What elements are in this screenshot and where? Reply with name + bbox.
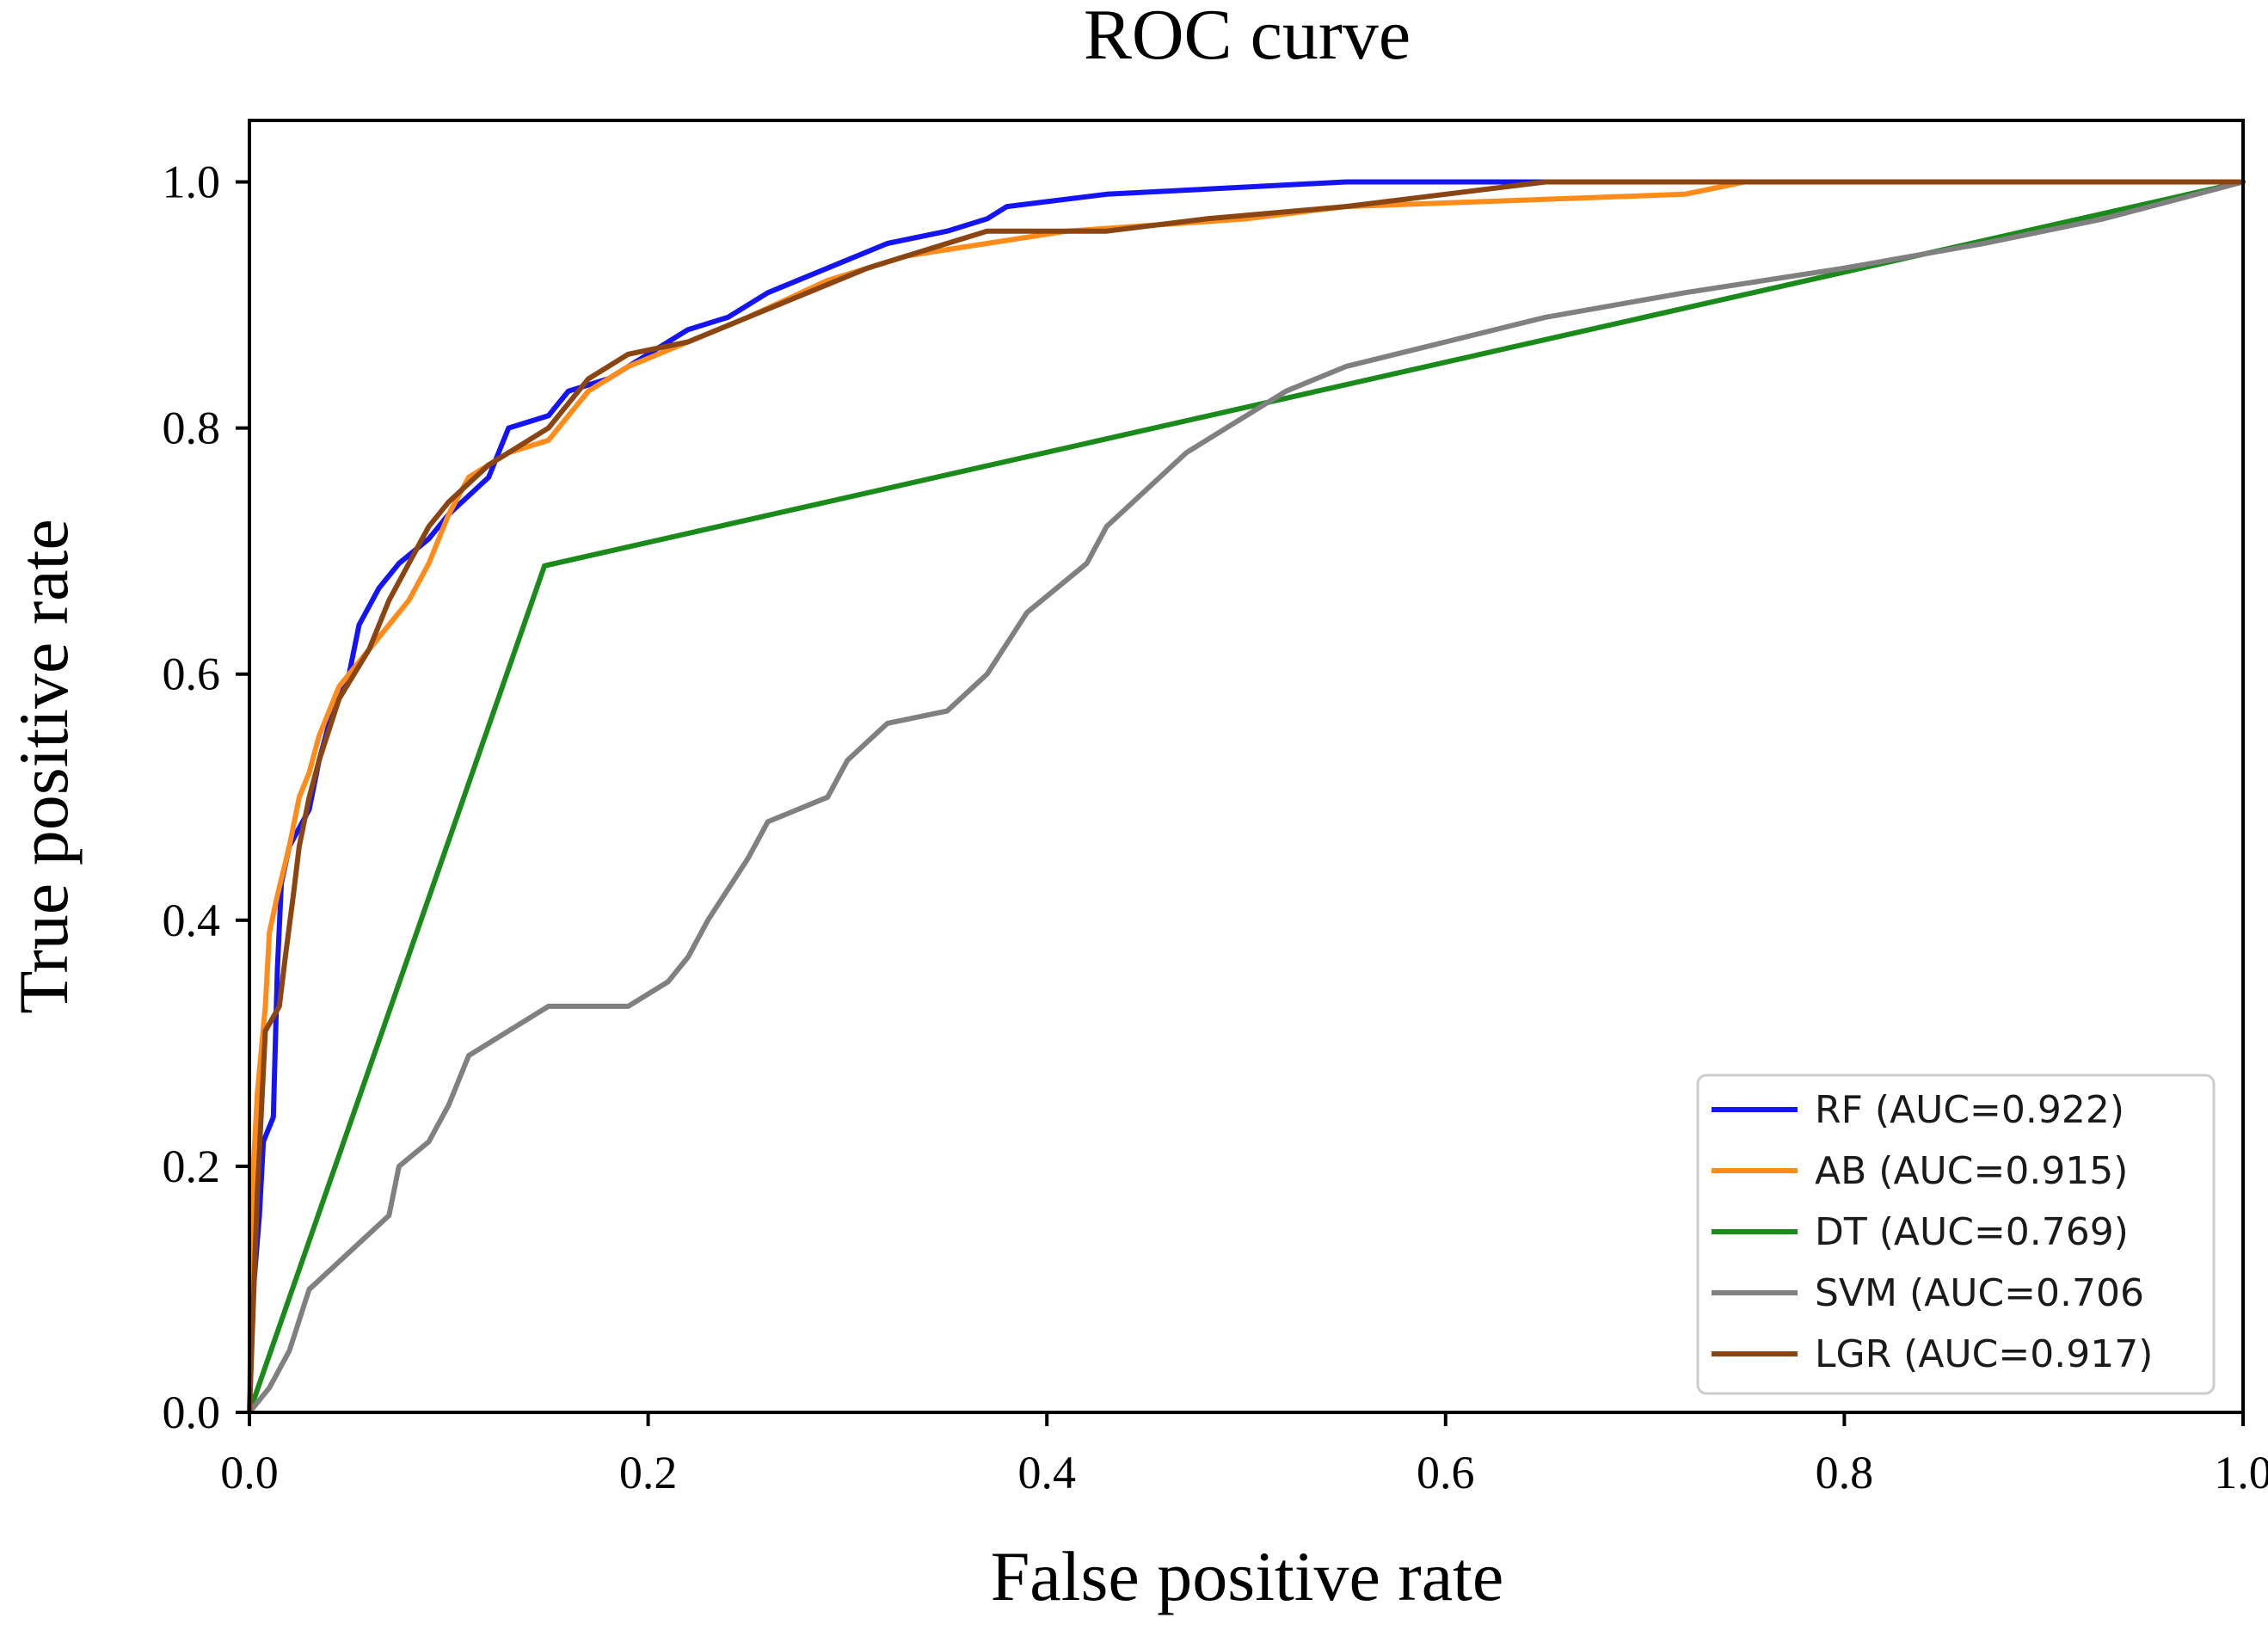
y-tick-label: 0.0: [163, 1387, 221, 1438]
x-tick-label: 0.0: [220, 1447, 279, 1498]
y-tick-label: 0.8: [163, 403, 221, 454]
y-axis-label: True positive rate: [4, 519, 83, 1013]
legend-label-lgr: LGR (AUC=0.917): [1815, 1332, 2153, 1376]
plot-frame: [248, 119, 2245, 1414]
legend-label-ab: AB (AUC=0.915): [1815, 1149, 2128, 1193]
x-tick-label: 0.8: [1816, 1447, 1874, 1498]
y-tick-label: 0.6: [163, 649, 221, 700]
x-tick-label: 0.6: [1417, 1447, 1475, 1498]
series-line-svm: [247, 179, 2246, 1415]
x-tick-label: 0.4: [1017, 1447, 1076, 1498]
y-tick-label: 0.4: [163, 895, 221, 946]
y-tick-label: 1.0: [163, 157, 221, 208]
chart-title: ROC curve: [1084, 0, 1411, 75]
legend-label-rf: RF (AUC=0.922): [1815, 1088, 2124, 1132]
legend-box: [1696, 1073, 2216, 1395]
legend-label-dt: DT (AUC=0.769): [1815, 1210, 2129, 1254]
legend-entries: RF (AUC=0.922) AB (AUC=0.915) DT (AUC=0.76…: [1712, 1088, 2153, 1376]
y-tick-label: 0.2: [163, 1141, 221, 1192]
axis-layer: 0.0 0.2 0.4 0.6 0.8 1.0 0.0 0.2 0.4 0.6 0.8 1.0: [163, 157, 2268, 1498]
x-tick-label: 1.0: [2214, 1447, 2268, 1498]
series-layer: [247, 179, 2246, 1415]
series-line-lgr: [247, 179, 2246, 1415]
legend: RF (AUC=0.922) AB (AUC=0.915) DT (AUC=0.76…: [1696, 1073, 2216, 1395]
legend-label-svm: SVM (AUC=0.706: [1815, 1271, 2144, 1315]
x-axis-label: False positive rate: [991, 1537, 1504, 1615]
series-line-dt: [247, 179, 2246, 1415]
x-tick-label: 0.2: [619, 1447, 678, 1498]
